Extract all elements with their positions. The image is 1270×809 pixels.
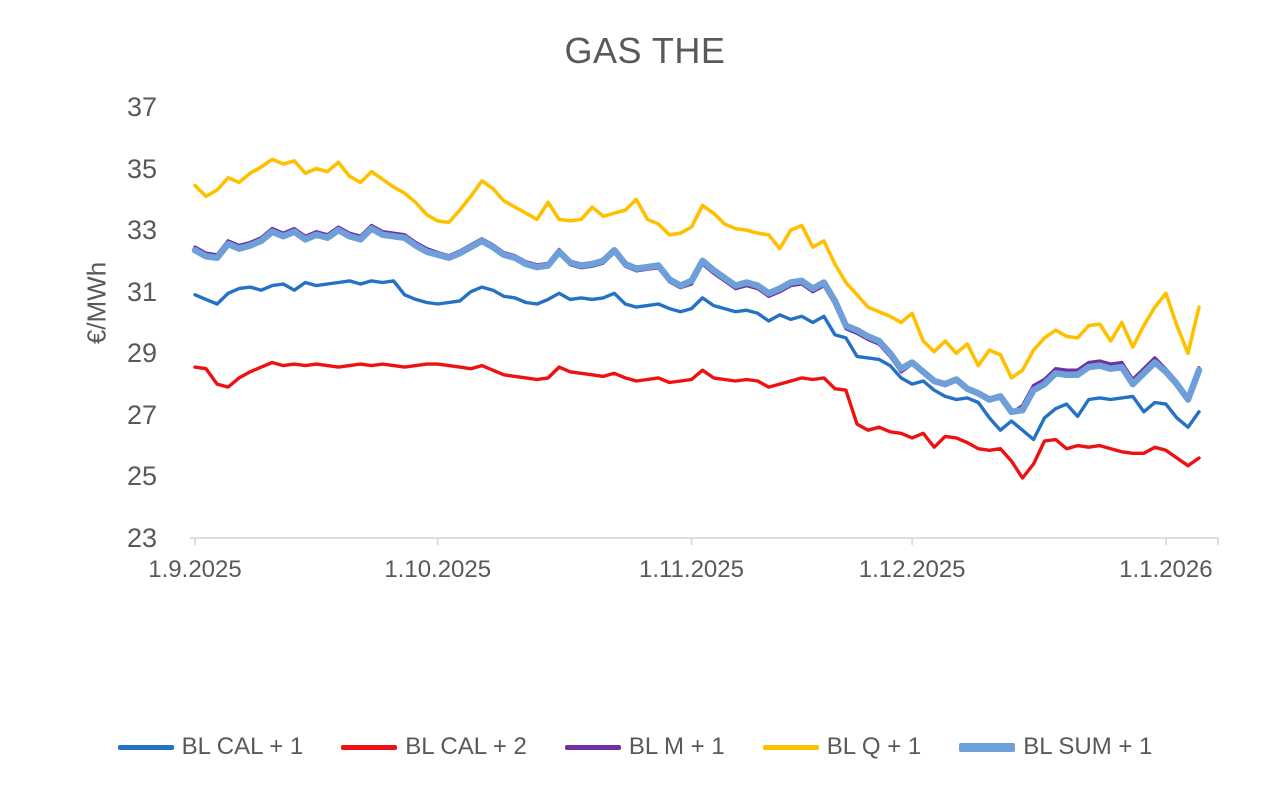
y-axis-tick-label: 27 [126,399,157,430]
y-axis-tick-label: 29 [126,338,157,369]
y-axis-tick-label: 33 [126,215,157,246]
x-axis-tick-label: 1.1.2026 [1119,556,1213,583]
legend-item-bl-cal-1: BL CAL + 1 [117,733,304,761]
series-line-bl-cal-2 [193,360,1201,480]
chart-title: GAS THE [564,30,726,71]
series-line-bl-cal-1 [193,279,1201,442]
legend-label-bl-q-1: BL Q + 1 [826,733,922,760]
x-axis-tick-label: 1.12.2025 [858,556,966,583]
series-line-bl-m-1 [193,223,1201,415]
legend: BL CAL + 1 BL CAL + 2 BL M + 1 BL Q + 1 BL S… [0,730,1270,764]
y-axis-tick-label: 35 [126,153,157,184]
legend-swatch-bl-q-1 [762,744,819,750]
legend-label-bl-sum-1: BL SUM + 1 [1023,733,1153,760]
x-axis-tick-label: 1.11.2025 [638,556,744,583]
legend-item-bl-sum-1: BL SUM + 1 [959,733,1152,761]
y-axis-tick-label: 25 [126,461,157,492]
legend-item-bl-cal-2: BL CAL + 2 [341,733,527,761]
legend-label-bl-m-1: BL M + 1 [628,733,725,760]
series-line-bl-q-1 [193,157,1201,380]
y-axis-tick-label: 37 [126,91,157,122]
legend-item-bl-m-1: BL M + 1 [564,733,725,761]
legend-item-bl-q-1: BL Q + 1 [762,733,922,761]
y-axis-tick-label: 23 [126,523,157,553]
x-axis-tick-label: 1.9.2025 [148,556,242,583]
legend-swatch-bl-m-1 [564,744,621,750]
legend-label-bl-cal-2: BL CAL + 2 [405,733,527,760]
legend-swatch-bl-cal-1 [117,744,174,750]
legend-swatch-bl-sum-1 [959,742,1016,752]
x-axis-tick-label: 1.10.2025 [384,556,492,583]
y-axis-tick-label: 31 [126,276,157,307]
series-line-bl-sum-1 [191,225,1203,416]
legend-swatch-bl-cal-2 [341,744,398,750]
legend-label-bl-cal-1: BL CAL + 1 [181,733,304,760]
